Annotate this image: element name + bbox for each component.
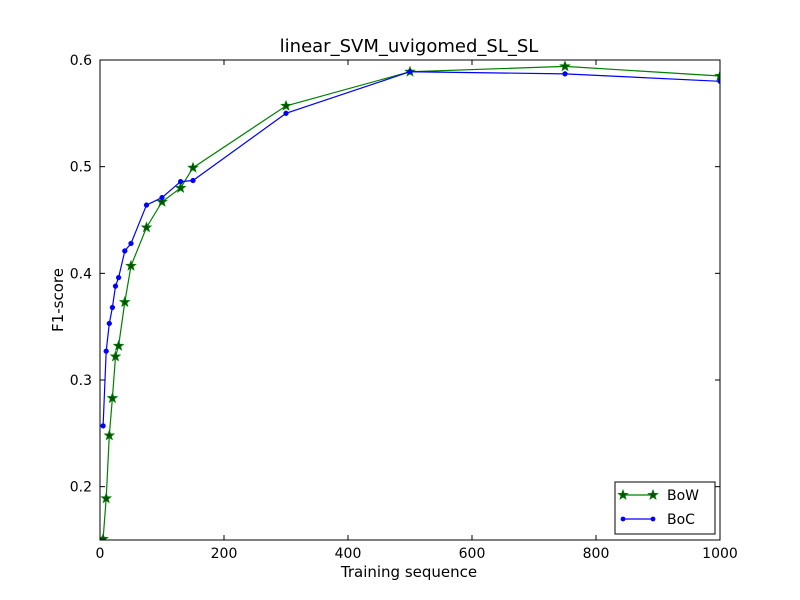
x-tick-label: 800 [583, 546, 610, 562]
series-line-bow [102, 65, 720, 539]
data-point-bow [109, 350, 122, 362]
x-tick-label: 0 [96, 546, 105, 562]
data-point-bow [156, 195, 168, 207]
y-tick-label: 0.4 [70, 266, 92, 282]
y-tick-label: 0.6 [70, 53, 92, 69]
legend-marker-boc [620, 516, 626, 522]
data-point-bow [174, 181, 187, 193]
data-point-boc [407, 69, 413, 75]
x-tick-label: 200 [211, 546, 238, 562]
axes: 0 200 400 600 800 1000 0.2 0.3 0.4 0.5 0.6 [70, 53, 738, 562]
data-point-boc [128, 240, 134, 247]
data-point-boc [109, 304, 116, 311]
series-line-boc [102, 71, 720, 426]
legend-marker-boc [650, 516, 656, 522]
y-tick-label: 0.3 [70, 373, 92, 389]
data-point-bow [714, 69, 720, 81]
data-point-boc [562, 71, 568, 77]
data-point-bow [112, 339, 125, 351]
y-tick-label: 0.5 [70, 160, 92, 176]
data-point-bow [103, 429, 116, 441]
y-tick-label: 0.2 [70, 480, 92, 496]
x-tick-label: 400 [335, 546, 362, 562]
data-point-boc [159, 194, 165, 201]
chart-title: linear_SVM_uvigomed_SL_SL [280, 36, 539, 57]
data-point-bow [118, 295, 131, 308]
plot-frame [99, 59, 721, 541]
data-point-bow [280, 99, 292, 111]
legend-marker-bow [617, 488, 629, 500]
y-axis-label: F1-score [49, 268, 67, 332]
x-tick-label: 600 [459, 546, 486, 562]
x-tick-label: 1000 [702, 546, 738, 562]
data-point-boc [177, 178, 184, 185]
data-point-boc [112, 283, 119, 289]
data-point-boc [100, 423, 106, 429]
data-point-boc [106, 320, 112, 327]
data-point-bow [187, 161, 199, 173]
legend-marker-bow [647, 488, 659, 500]
data-point-bow [100, 492, 113, 504]
data-point-boc [115, 274, 122, 281]
plot-background [100, 60, 720, 540]
data-point-bow [559, 60, 571, 72]
data-point-bow [100, 532, 109, 540]
data-point-boc [190, 177, 196, 184]
x-axis-label: Training sequence [340, 563, 477, 581]
plot-area [100, 60, 720, 540]
data-point-boc [143, 202, 150, 208]
data-point-boc [283, 110, 289, 116]
data-point-bow [125, 259, 137, 271]
data-point-bow [140, 221, 153, 233]
data-point-bow [106, 391, 119, 404]
legend-label-boc: BoC [667, 512, 695, 528]
data-point-boc [103, 348, 109, 354]
legend-box [614, 481, 716, 535]
legend-label-bow: BoW [667, 488, 699, 504]
legend: BoW BoC [614, 481, 716, 535]
data-point-boc [122, 248, 128, 254]
